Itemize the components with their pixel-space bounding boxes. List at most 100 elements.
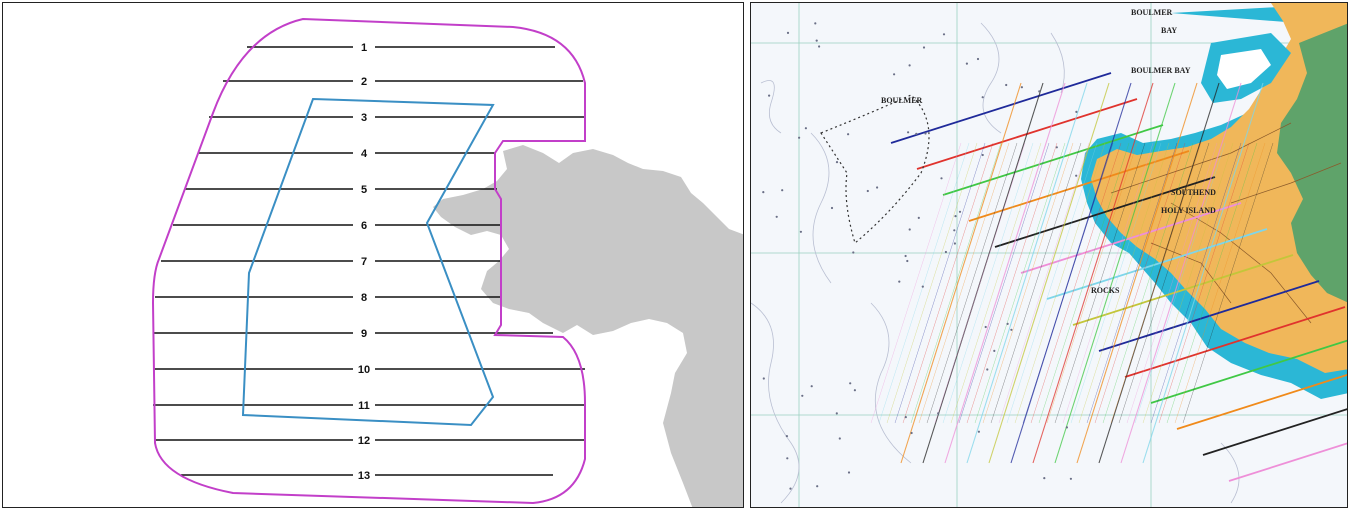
depth-sounding (977, 430, 980, 433)
depth-sounding (804, 127, 807, 130)
label-reef: ROCKS (1091, 286, 1120, 295)
depth-sounding (958, 210, 962, 213)
depth-sounding (866, 189, 869, 193)
survey-run-line (1202, 408, 1347, 456)
survey-hatch-line (918, 142, 1010, 424)
survey-hatch-line (926, 142, 1018, 424)
label-north: BOULMER (881, 96, 923, 105)
survey-hatch-line (1062, 142, 1154, 424)
depth-sounding (981, 96, 984, 99)
depth-sounding (1065, 426, 1068, 429)
depth-sounding (1069, 477, 1072, 480)
depth-sounding (953, 229, 956, 232)
label-bay-title: BOULMER (1131, 8, 1173, 17)
depth-sounding (798, 136, 801, 139)
label-bay2: BOULMER BAY (1131, 66, 1191, 75)
survey-hatch-line (942, 142, 1034, 424)
survey-hatch-line (958, 142, 1050, 424)
depth-sounding (953, 242, 956, 245)
survey-cross-line (1076, 82, 1198, 464)
survey-hatch-line (1094, 142, 1186, 424)
survey-hatch-line (1126, 142, 1218, 424)
survey-run-line (1176, 373, 1347, 430)
survey-run-line (1046, 228, 1268, 300)
depth-sounding (908, 64, 911, 67)
survey-hatch-line (974, 142, 1066, 424)
survey-hatch-line (1030, 142, 1122, 424)
depth-sounding (830, 206, 834, 210)
survey-hatch-line (1142, 142, 1234, 424)
depth-sounding (838, 437, 841, 440)
label-background (353, 146, 375, 159)
depth-sounding (942, 33, 946, 36)
survey-hatch-line (894, 142, 986, 424)
depth-sounding (954, 215, 957, 218)
depth-sounding (922, 46, 926, 49)
survey-hatch-line (1102, 142, 1194, 424)
survey-hatch-line (982, 142, 1074, 424)
label-background (353, 40, 375, 53)
survey-hatch-line (878, 142, 970, 424)
survey-hatch-line (1054, 142, 1146, 424)
depth-sounding (847, 133, 850, 136)
survey-run-line (1228, 442, 1347, 482)
survey-cross-line (966, 82, 1088, 464)
depth-sounding (1005, 83, 1008, 87)
depth-sounding (1075, 110, 1078, 113)
survey-hatch-line (1158, 142, 1250, 424)
label-background (353, 398, 375, 411)
survey-hatch-line (1022, 142, 1114, 424)
depth-sounding (1043, 477, 1046, 480)
survey-boundary (151, 17, 586, 505)
survey-line-label: 11 (358, 400, 370, 412)
label-background (353, 74, 375, 87)
right-nautical-chart: BOULMER BAY BOULMER BAY BOULMER HOLY ISL… (750, 2, 1348, 508)
survey-line-label: 9 (361, 328, 367, 340)
survey-hatch-line (886, 142, 978, 424)
depth-sounding (853, 389, 856, 392)
depth-sounding (1006, 322, 1009, 325)
survey-hatch-line (966, 142, 1058, 424)
depth-sounding (944, 250, 947, 254)
survey-hatch-line (1182, 142, 1274, 424)
survey-line-label: 2 (361, 76, 367, 88)
depth-sounding (907, 131, 910, 134)
label-background (353, 110, 375, 123)
depth-sounding (908, 228, 911, 231)
depth-sounding (801, 394, 804, 397)
label-bay: BAY (1161, 26, 1177, 35)
depth-sounding (993, 349, 996, 352)
survey-cross-line (900, 82, 1022, 464)
depth-sounding (835, 412, 838, 415)
depth-sounding (906, 259, 909, 263)
depth-sounding (904, 416, 907, 419)
survey-grid-lines (870, 72, 1347, 482)
survey-hatch-line (990, 142, 1082, 424)
depth-sounding (835, 161, 839, 164)
survey-run-line (1150, 339, 1347, 404)
depth-contours (751, 22, 1240, 504)
depth-sounding (984, 325, 987, 329)
label-background (353, 468, 375, 481)
label-background (353, 182, 375, 195)
survey-hatch-line (1078, 142, 1170, 424)
survey-hatch-line (1166, 142, 1258, 424)
survey-cross-line (1032, 82, 1154, 464)
survey-hatch-line (934, 142, 1026, 424)
survey-run-line (1098, 280, 1320, 352)
survey-line-label: 10 (358, 364, 370, 376)
survey-line-label: 4 (361, 148, 368, 160)
label-background (353, 326, 375, 339)
depth-sounding (799, 230, 802, 233)
survey-hatch-line (910, 142, 1002, 424)
survey-hatch-line (1086, 142, 1178, 424)
survey-run-line (968, 150, 1190, 222)
label-island: HOLY ISLAND (1161, 206, 1216, 215)
depth-sounding (915, 132, 918, 135)
survey-hatch-line (1070, 142, 1162, 424)
depth-sounding (1010, 328, 1013, 331)
depth-sounding (893, 73, 896, 76)
depth-sounding (847, 471, 851, 474)
